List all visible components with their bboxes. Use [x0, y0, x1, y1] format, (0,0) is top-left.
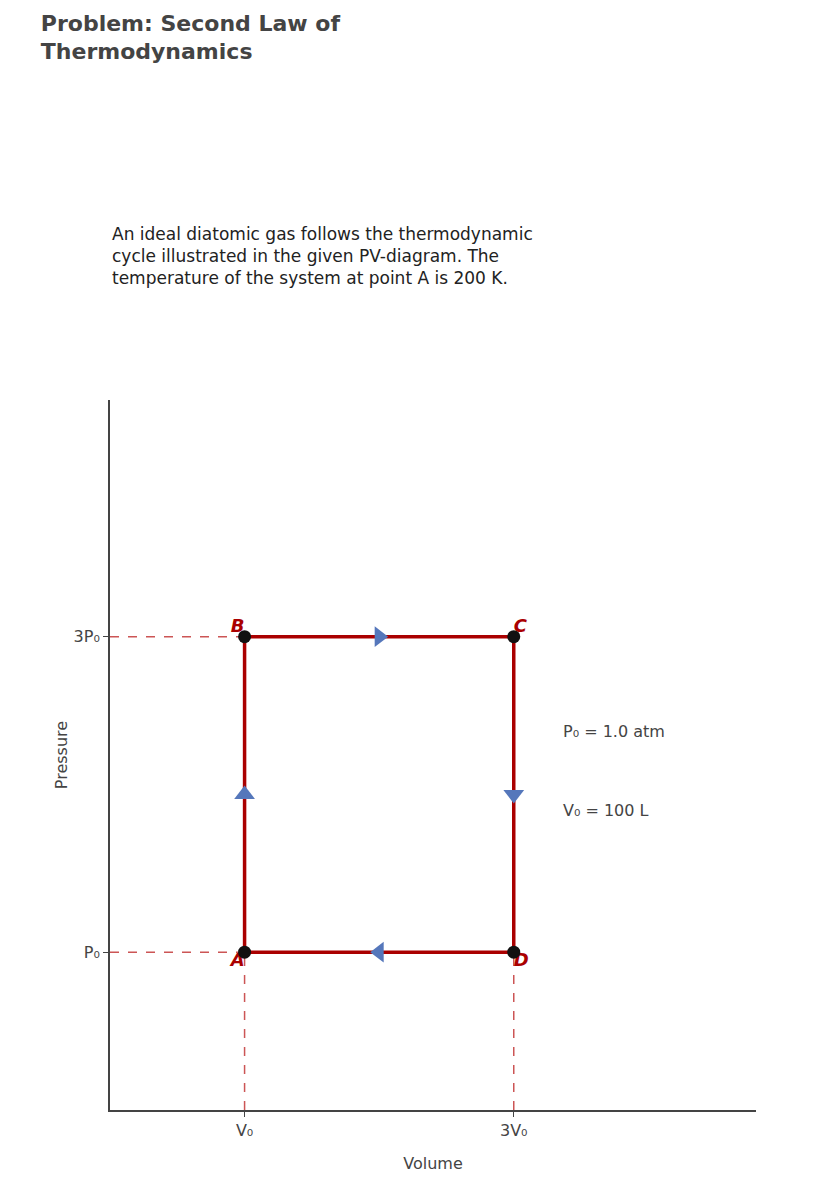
svg-text:Problem: Second Law ofThermody: Problem: Second Law ofThermodynamics	[41, 11, 341, 65]
svg-text:3P₀: 3P₀	[74, 627, 100, 646]
svg-text:A: A	[229, 949, 245, 970]
svg-text:P₀: P₀	[84, 943, 100, 962]
svg-text:D: D	[514, 949, 529, 970]
svg-text:V₀ = 100 L: V₀ = 100 L	[563, 801, 649, 820]
svg-text:An ideal diatomic gas follows: An ideal diatomic gas follows the thermo…	[112, 224, 533, 288]
svg-text:B: B	[231, 615, 245, 636]
svg-text:P₀ = 1.0 atm: P₀ = 1.0 atm	[563, 722, 665, 741]
svg-text:V₀: V₀	[236, 1121, 253, 1140]
svg-text:Volume: Volume	[403, 1154, 463, 1173]
svg-text:3V₀: 3V₀	[500, 1121, 528, 1140]
svg-text:C: C	[514, 615, 528, 636]
svg-text:Pressure: Pressure	[52, 721, 71, 789]
